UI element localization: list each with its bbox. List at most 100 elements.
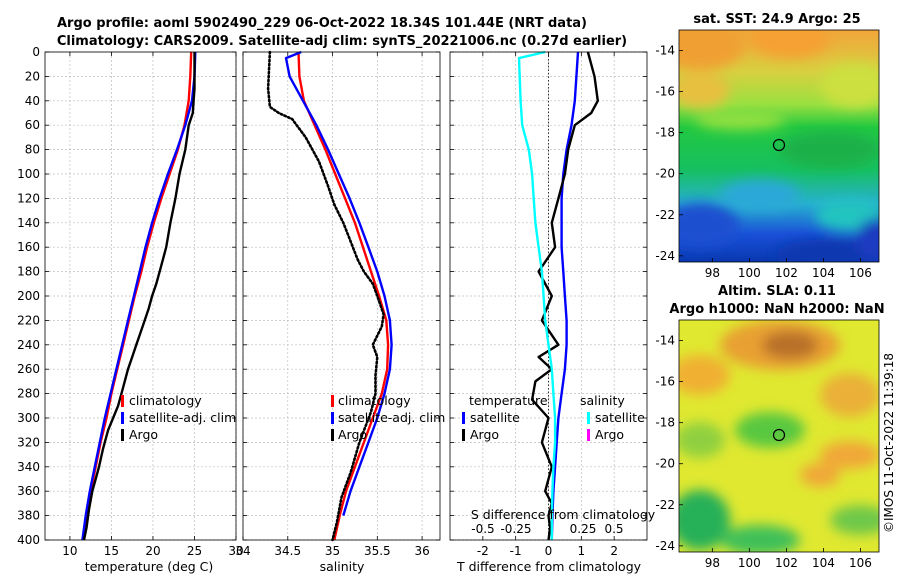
argo-position-marker: [772, 428, 786, 442]
x-tick-label: 20: [145, 544, 160, 558]
series-line-s-satellite: [517, 50, 557, 540]
x-tick-label: -1: [510, 544, 522, 558]
x-tick-label: 1: [578, 544, 586, 558]
y-tick-label: 160: [17, 240, 40, 254]
y-tick-label: 120: [17, 191, 40, 205]
legend-label: satellite: [595, 410, 645, 425]
y-tick-label: 320: [17, 435, 40, 449]
top-tick-label: 0.5: [604, 522, 623, 536]
x-tick-label: 34: [235, 544, 250, 558]
sla-map-title-2: Argo h1000: NaN h2000: NaN: [669, 302, 884, 317]
x-tick-label: 34.5: [274, 544, 301, 558]
difference-top-ticks: -0.5 -0.25 0.25 0.5: [471, 522, 623, 536]
legend-swatch-argo: [121, 429, 124, 441]
map-x-tick-label: 104: [812, 556, 835, 570]
difference-top-xlabel: S difference from climatology: [471, 507, 656, 522]
x-tick-label: 15: [104, 544, 119, 558]
sla-map: 98 100 102 104 106 -14 -16 -18 -20 -22 -24: [655, 319, 880, 570]
difference-plot: -2 -1 0 1 2: [449, 50, 648, 558]
y-tick-label: 20: [25, 69, 40, 83]
y-tick-label: 200: [17, 289, 40, 303]
x-tick-label: 35.5: [364, 544, 391, 558]
x-tick-label: 2: [610, 544, 618, 558]
difference-xlabel: T difference from climatology: [456, 559, 642, 574]
x-tick-label: 35: [325, 544, 340, 558]
map-y-tick-label: -22: [655, 498, 675, 512]
imos-timestamp: ©IMOS 11-Oct-2022 11:39:18: [882, 353, 896, 533]
y-tick-label: 80: [25, 143, 40, 157]
y-tick-label: 60: [25, 118, 40, 132]
map-y-tick-label: -16: [655, 375, 675, 389]
legend-label: Argo: [338, 427, 367, 442]
legend-swatch-satellite: [121, 412, 124, 424]
sla-map-title-1: Altim. SLA: 0.11: [718, 284, 836, 299]
legend-heading-temperature: temperature: [469, 393, 548, 408]
map-y-tick-label: -20: [655, 167, 675, 181]
y-tick-label: 240: [17, 338, 40, 352]
legend-swatch-s-satellite: [587, 412, 590, 424]
map-x-tick-label: 98: [705, 556, 720, 570]
map-y-tick-label: -18: [655, 416, 675, 430]
series-line-climatology: [297, 51, 390, 541]
legend-swatch-climatology: [331, 395, 334, 407]
map-y-tick-label: -16: [655, 85, 675, 99]
salinity-plot: 34 34.5 35 35.5 36: [235, 50, 441, 558]
legend-label: Argo: [129, 427, 158, 442]
temperature-legend: climatology satellite-adj. clim Argo: [121, 393, 236, 442]
map-y-tick-label: -24: [655, 249, 675, 263]
map-y-tick-label: -18: [655, 126, 675, 140]
y-tick-label: 0: [32, 45, 40, 59]
series-line-t-argo: [530, 51, 599, 541]
map-x-tick-label: 100: [738, 266, 761, 280]
y-tick-label: 100: [17, 167, 40, 181]
series-line-satellite-adj-clim: [81, 51, 197, 541]
y-tick-label: 340: [17, 460, 40, 474]
map-x-tick-label: 104: [812, 266, 835, 280]
map-x-tick-label: 98: [705, 266, 720, 280]
y-tick-label: 300: [17, 411, 40, 425]
legend-swatch-t-argo: [462, 429, 465, 441]
map-y-tick-label: -24: [655, 539, 675, 553]
legend-label: satellite: [470, 410, 520, 425]
y-tick-label: 280: [17, 387, 40, 401]
y-tick-label: 220: [17, 313, 40, 327]
legend-swatch-satellite: [331, 412, 334, 424]
y-tick-label: 260: [17, 362, 40, 376]
header-line-2: Climatology: CARS2009. Satellite-adj cli…: [57, 34, 627, 49]
series-line-argo: [266, 50, 385, 542]
series-line-argo: [82, 52, 196, 541]
legend-label: satellite-adj. clim: [129, 410, 236, 425]
x-tick-label: 0: [545, 544, 553, 558]
legend-label: Argo: [470, 427, 499, 442]
legend-swatch-s-argo: [587, 429, 590, 441]
map-x-tick-label: 102: [775, 266, 798, 280]
difference-legend: temperature satellite Argo salinity sate…: [462, 393, 645, 442]
plot-frame: [242, 51, 441, 541]
plot-frame: [449, 51, 648, 541]
argo-position-marker: [772, 138, 786, 152]
series-line-t-satellite: [550, 51, 580, 541]
series-line-satellite-adj-clim: [284, 50, 393, 516]
top-tick-label: 0.25: [570, 522, 597, 536]
x-tick-label: 30: [228, 544, 243, 558]
legend-swatch-climatology: [121, 395, 124, 407]
legend-label: satellite-adj. clim: [338, 410, 445, 425]
legend-label: climatology: [338, 393, 411, 408]
sst-map: 98 100 102 104 106 -14 -16 -18 -20 -22 -24: [655, 29, 880, 280]
map-x-tick-label: 106: [849, 266, 872, 280]
sst-map-title: sat. SST: 24.9 Argo: 25: [693, 12, 860, 27]
x-tick-label: -2: [477, 544, 489, 558]
x-tick-label: 10: [62, 544, 77, 558]
map-y-tick-label: -14: [655, 334, 675, 348]
map-x-tick-label: 106: [849, 556, 872, 570]
temperature-xlabel: temperature (deg C): [85, 559, 214, 574]
x-tick-label: 25: [187, 544, 202, 558]
map-y-tick-label: -22: [655, 208, 675, 222]
header-line-1: Argo profile: aoml 5902490_229 06-Oct-20…: [57, 16, 587, 31]
y-tick-label: 180: [17, 265, 40, 279]
top-tick-label: -0.5: [471, 522, 494, 536]
map-y-tick-label: -14: [655, 44, 675, 58]
temperature-plot: 10 15 20 25 30020406080100120140160180200220…: [17, 45, 244, 558]
y-tick-label: 360: [17, 484, 40, 498]
